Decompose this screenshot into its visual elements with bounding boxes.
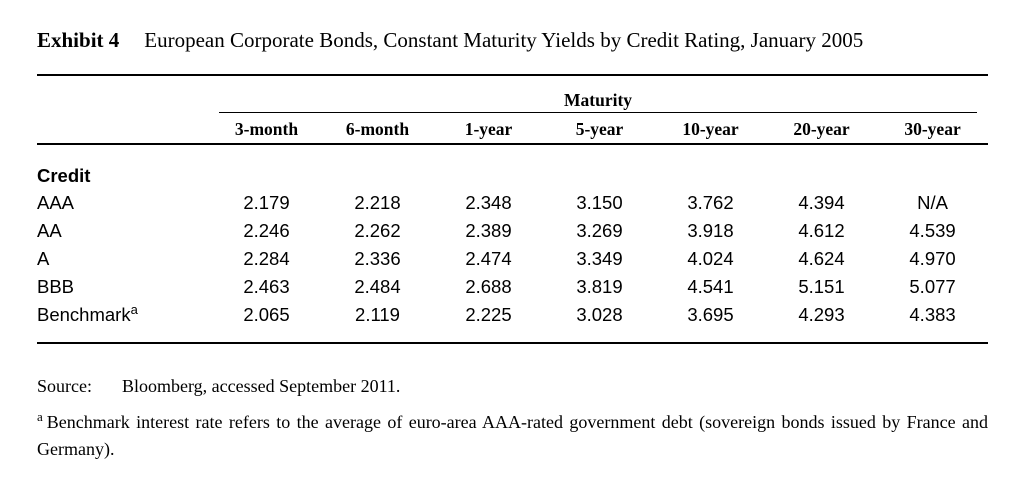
table-cell: 4.970 [909, 248, 956, 269]
column-header-1-year: 1-year [433, 113, 544, 145]
column-header-5-year: 5-year [544, 113, 655, 145]
table-cell: 5.151 [798, 276, 845, 297]
table-cell: 2.463 [243, 276, 290, 297]
table-cell: 2.348 [465, 192, 512, 213]
table-cell: 3.695 [687, 304, 734, 325]
table-cell: 4.394 [798, 192, 845, 213]
row-label-text: Benchmark [37, 304, 131, 325]
maturity-group-header: Maturity [219, 90, 978, 113]
table-cell: 2.119 [355, 304, 400, 325]
table-cell: 2.688 [465, 276, 512, 297]
table-cell: 4.293 [798, 304, 845, 325]
footnote-marker: a [37, 409, 43, 424]
credit-group-label: Credit [37, 165, 91, 186]
column-header-10-year: 10-year [655, 113, 766, 145]
table-cell: 4.541 [687, 276, 734, 297]
table-cell: 2.284 [243, 248, 290, 269]
row-label: AAA [37, 189, 211, 217]
row-label: BBB [37, 273, 211, 301]
table-row-bbb: BBB 2.463 2.484 2.688 3.819 4.541 5.151 … [37, 273, 988, 301]
table-cell: 2.179 [243, 192, 290, 213]
footnote-text: Benchmark interest rate refers to the av… [37, 412, 988, 459]
column-header-row: 3-month 6-month 1-year 5-year 10-year 20… [37, 113, 989, 145]
footnote: a Benchmark interest rate refers to the a… [37, 409, 988, 463]
table-cell: 3.028 [576, 304, 623, 325]
credit-group-row: Credit [37, 144, 988, 189]
row-label-text: BBB [37, 276, 75, 297]
table-cell: 2.225 [465, 304, 512, 325]
table-cell: 2.065 [243, 304, 290, 325]
column-header-30-year: 30-year [877, 113, 989, 145]
row-label-text: AA [37, 220, 62, 241]
table-cell: 2.389 [465, 220, 512, 241]
column-header-3-month: 3-month [211, 113, 322, 145]
table-cell: 4.024 [687, 248, 734, 269]
exhibit-title: Exhibit 4 European Corporate Bonds, Const… [37, 27, 988, 53]
table-row-aaa: AAA 2.179 2.218 2.348 3.150 3.762 4.394 … [37, 189, 988, 217]
row-label: AA [37, 217, 211, 245]
row-label-superscript: a [130, 301, 139, 317]
table-cell: 2.484 [354, 276, 401, 297]
document-page: Exhibit 4 European Corporate Bonds, Const… [37, 27, 989, 463]
source-text: Bloomberg, accessed September 2011. [121, 376, 401, 396]
table-cell: 2.474 [465, 248, 512, 269]
table-cell: 4.539 [909, 220, 956, 241]
table-row-aa: AA 2.246 2.262 2.389 3.269 3.918 4.612 4… [37, 217, 988, 245]
table-cell: 3.349 [576, 248, 623, 269]
table-cell: 2.262 [354, 220, 401, 241]
source-line: Source: Bloomberg, accessed September 201… [37, 375, 988, 398]
row-label: Benchmarka [37, 301, 211, 329]
column-header-20-year: 20-year [766, 113, 877, 145]
empty-stub-cell [37, 113, 211, 145]
source-label: Source: [37, 376, 92, 396]
table-row-benchmark: Benchmarka 2.065 2.119 2.225 3.028 3.695… [37, 301, 988, 329]
table-cell: 2.218 [354, 192, 401, 213]
table-cell: 5.077 [909, 276, 956, 297]
column-header-6-month: 6-month [322, 113, 433, 145]
table-cell: 3.150 [576, 192, 623, 213]
table-cell: 4.383 [909, 304, 956, 325]
table-cell: 3.269 [576, 220, 623, 241]
table-cell: 2.336 [354, 248, 401, 269]
row-label-text: AAA [37, 192, 75, 213]
table-cell: 3.918 [687, 220, 734, 241]
yields-table: Maturity 3-month 6-month 1-year 5-year 1… [37, 76, 989, 329]
row-label: A [37, 245, 211, 273]
maturity-spanner-row: Maturity [37, 76, 988, 113]
table-cell: 3.819 [576, 276, 623, 297]
yields-table-container: Maturity 3-month 6-month 1-year 5-year 1… [37, 74, 989, 344]
exhibit-number-label: Exhibit 4 [37, 28, 120, 52]
table-row-a: A 2.284 2.336 2.474 3.349 4.024 4.624 4.… [37, 245, 988, 273]
table-cell: 2.246 [243, 220, 290, 241]
table-cell: 3.762 [687, 192, 734, 213]
empty-stub-cell [37, 76, 211, 113]
table-cell: N/A [917, 192, 948, 213]
exhibit-title-text: European Corporate Bonds, Constant Matur… [144, 28, 864, 52]
row-label-text: A [37, 248, 50, 269]
table-cell: 4.624 [798, 248, 845, 269]
maturity-group-cell: Maturity [211, 76, 988, 113]
table-cell: 4.612 [798, 220, 845, 241]
